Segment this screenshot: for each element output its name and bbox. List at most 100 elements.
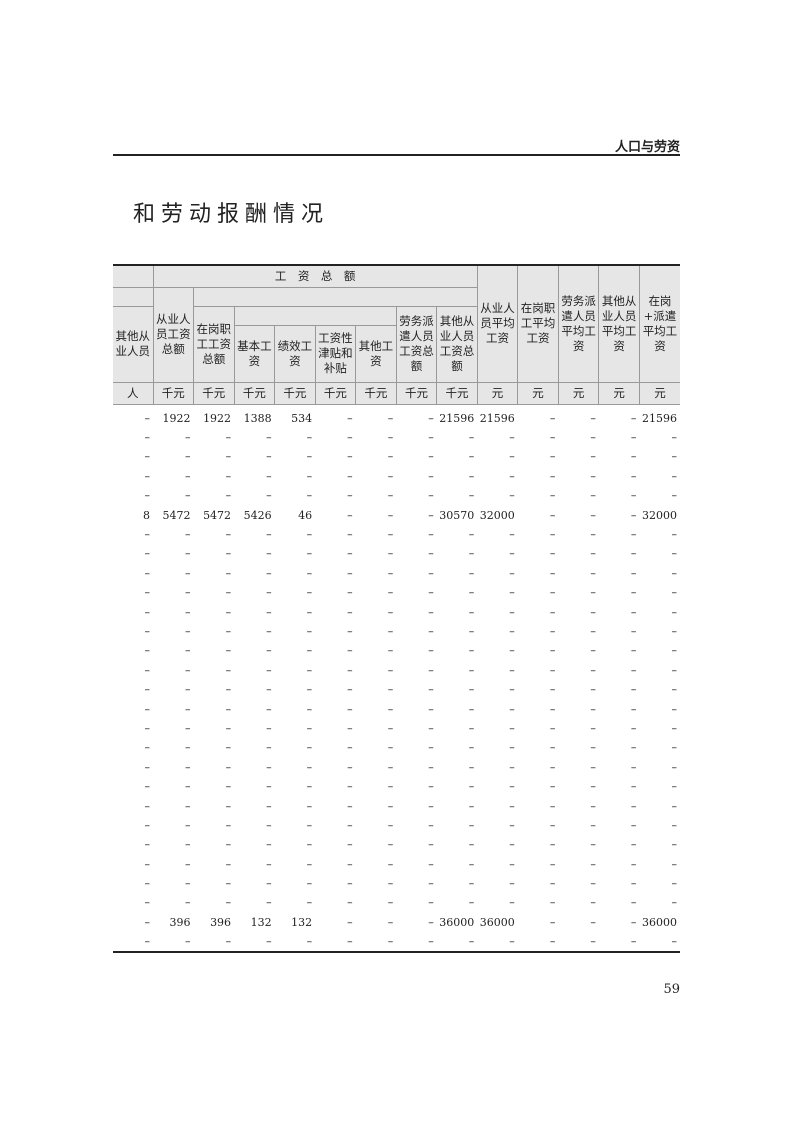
unit-cell: 元 [517,381,559,405]
table-cell: – [468,741,475,755]
table-cell: – [225,702,232,716]
table-cell: – [144,411,151,425]
table-cell: – [509,760,515,774]
table-cell: – [671,741,678,755]
table-cell: – [428,431,434,445]
table-cell: – [387,508,394,522]
table-row: – – – – – – – – – – – – – – [113,564,680,583]
table-cell: – [306,780,313,794]
table-cell: – [590,624,596,638]
table-cell: – [347,624,353,638]
table-cell: – [266,721,272,735]
table-cell: – [630,877,637,891]
table-cell: – [355,932,397,954]
table-cell: – [671,624,678,638]
table-cell: – [428,605,434,619]
table-cell: 396 [210,915,232,929]
table-cell: – [225,663,232,677]
table-cell: – [347,431,353,445]
table-cell: 32000 [479,508,515,522]
table-cell: – [347,450,353,464]
table-row: – – – – – – – – – – – – – – [113,893,680,912]
header-other-staff: 其他从业人员 [113,305,154,383]
table-cell: – [234,932,275,954]
table-cell: – [225,896,232,910]
table-cell: – [630,586,637,600]
table-cell: – [113,932,153,954]
table-cell: – [630,469,637,483]
table-cell: – [347,528,353,542]
table-cell: – [630,431,637,445]
table-cell: – [144,644,151,658]
table-cell: – [671,877,678,891]
table-cell: – [185,450,191,464]
table-body: –1922 1922 1388 534– – –21596 21596– – –21596– – –… [113,404,680,954]
table-cell: – [671,663,678,677]
table-cell: – [590,644,596,658]
table-cell: – [671,896,678,910]
table-row: – – – – – – – – – – – – – – [113,447,680,466]
table-cell: – [144,528,151,542]
table-cell: – [428,780,434,794]
table-cell: – [671,644,678,658]
table-cell: – [306,663,313,677]
table-cell: – [306,857,313,871]
table-cell: – [509,450,515,464]
table-cell: – [428,896,434,910]
header-other-staff-wage-total: 其他从业人员工资总额 [436,305,478,383]
table-cell: – [144,877,151,891]
header-other-staff-avg: 其他从业人员平均工资 [598,264,640,383]
table-cell: – [428,489,434,503]
table-cell: – [225,450,232,464]
table-cell: – [387,780,394,794]
table-cell: – [671,566,678,580]
table-cell: – [590,605,596,619]
table-cell: – [598,932,640,954]
table-row: –1922 1922 1388 534– – –21596 21596– – –21596 [113,404,680,428]
table-cell: – [428,857,434,871]
header-blank [113,264,154,288]
table-cell: – [509,528,515,542]
table-cell: – [266,857,272,871]
table-cell: – [428,547,434,561]
table-cell: – [671,605,678,619]
table-cell: – [549,508,556,522]
table-cell: – [306,683,313,697]
table-cell: – [549,818,556,832]
table-cell: – [590,431,596,445]
table-cell: – [185,838,191,852]
table-cell: – [428,683,434,697]
table-cell: 36000 [479,915,515,929]
table-cell: – [468,469,475,483]
table-row: – – – – – – – – – – – – – – [113,602,680,621]
table-cell: 1388 [243,411,272,425]
table-row: – – – – – – – – – – – – – – [113,661,680,680]
table-cell: – [630,838,637,852]
table-cell: – [549,644,556,658]
unit-cell: 千元 [314,381,357,405]
table-cell: – [509,721,515,735]
unit-cell: 千元 [395,381,438,405]
table-cell: – [549,431,556,445]
table-cell: – [225,760,232,774]
table-cell: – [185,780,191,794]
table-cell: – [630,818,637,832]
table-cell: – [509,624,515,638]
table-cell: – [630,799,637,813]
table-cell: – [185,528,191,542]
table-cell: – [347,644,353,658]
table-cell: – [347,469,353,483]
table-cell: 534 [291,411,313,425]
table-cell: – [266,877,272,891]
table-cell: – [630,663,637,677]
table-cell: – [509,566,515,580]
table-cell: – [428,528,434,542]
table-header: 工 资 总 额 从业人员平均工资 在岗职工平均工资 劳务派遣人员平均工资 其他从… [113,264,680,405]
table-cell: – [468,586,475,600]
unit-cell: 元 [638,381,680,405]
table-cell: – [266,469,272,483]
table-cell: – [315,932,356,954]
table-cell: – [144,780,151,794]
table-cell: – [630,450,637,464]
unit-cell: 千元 [355,381,397,405]
